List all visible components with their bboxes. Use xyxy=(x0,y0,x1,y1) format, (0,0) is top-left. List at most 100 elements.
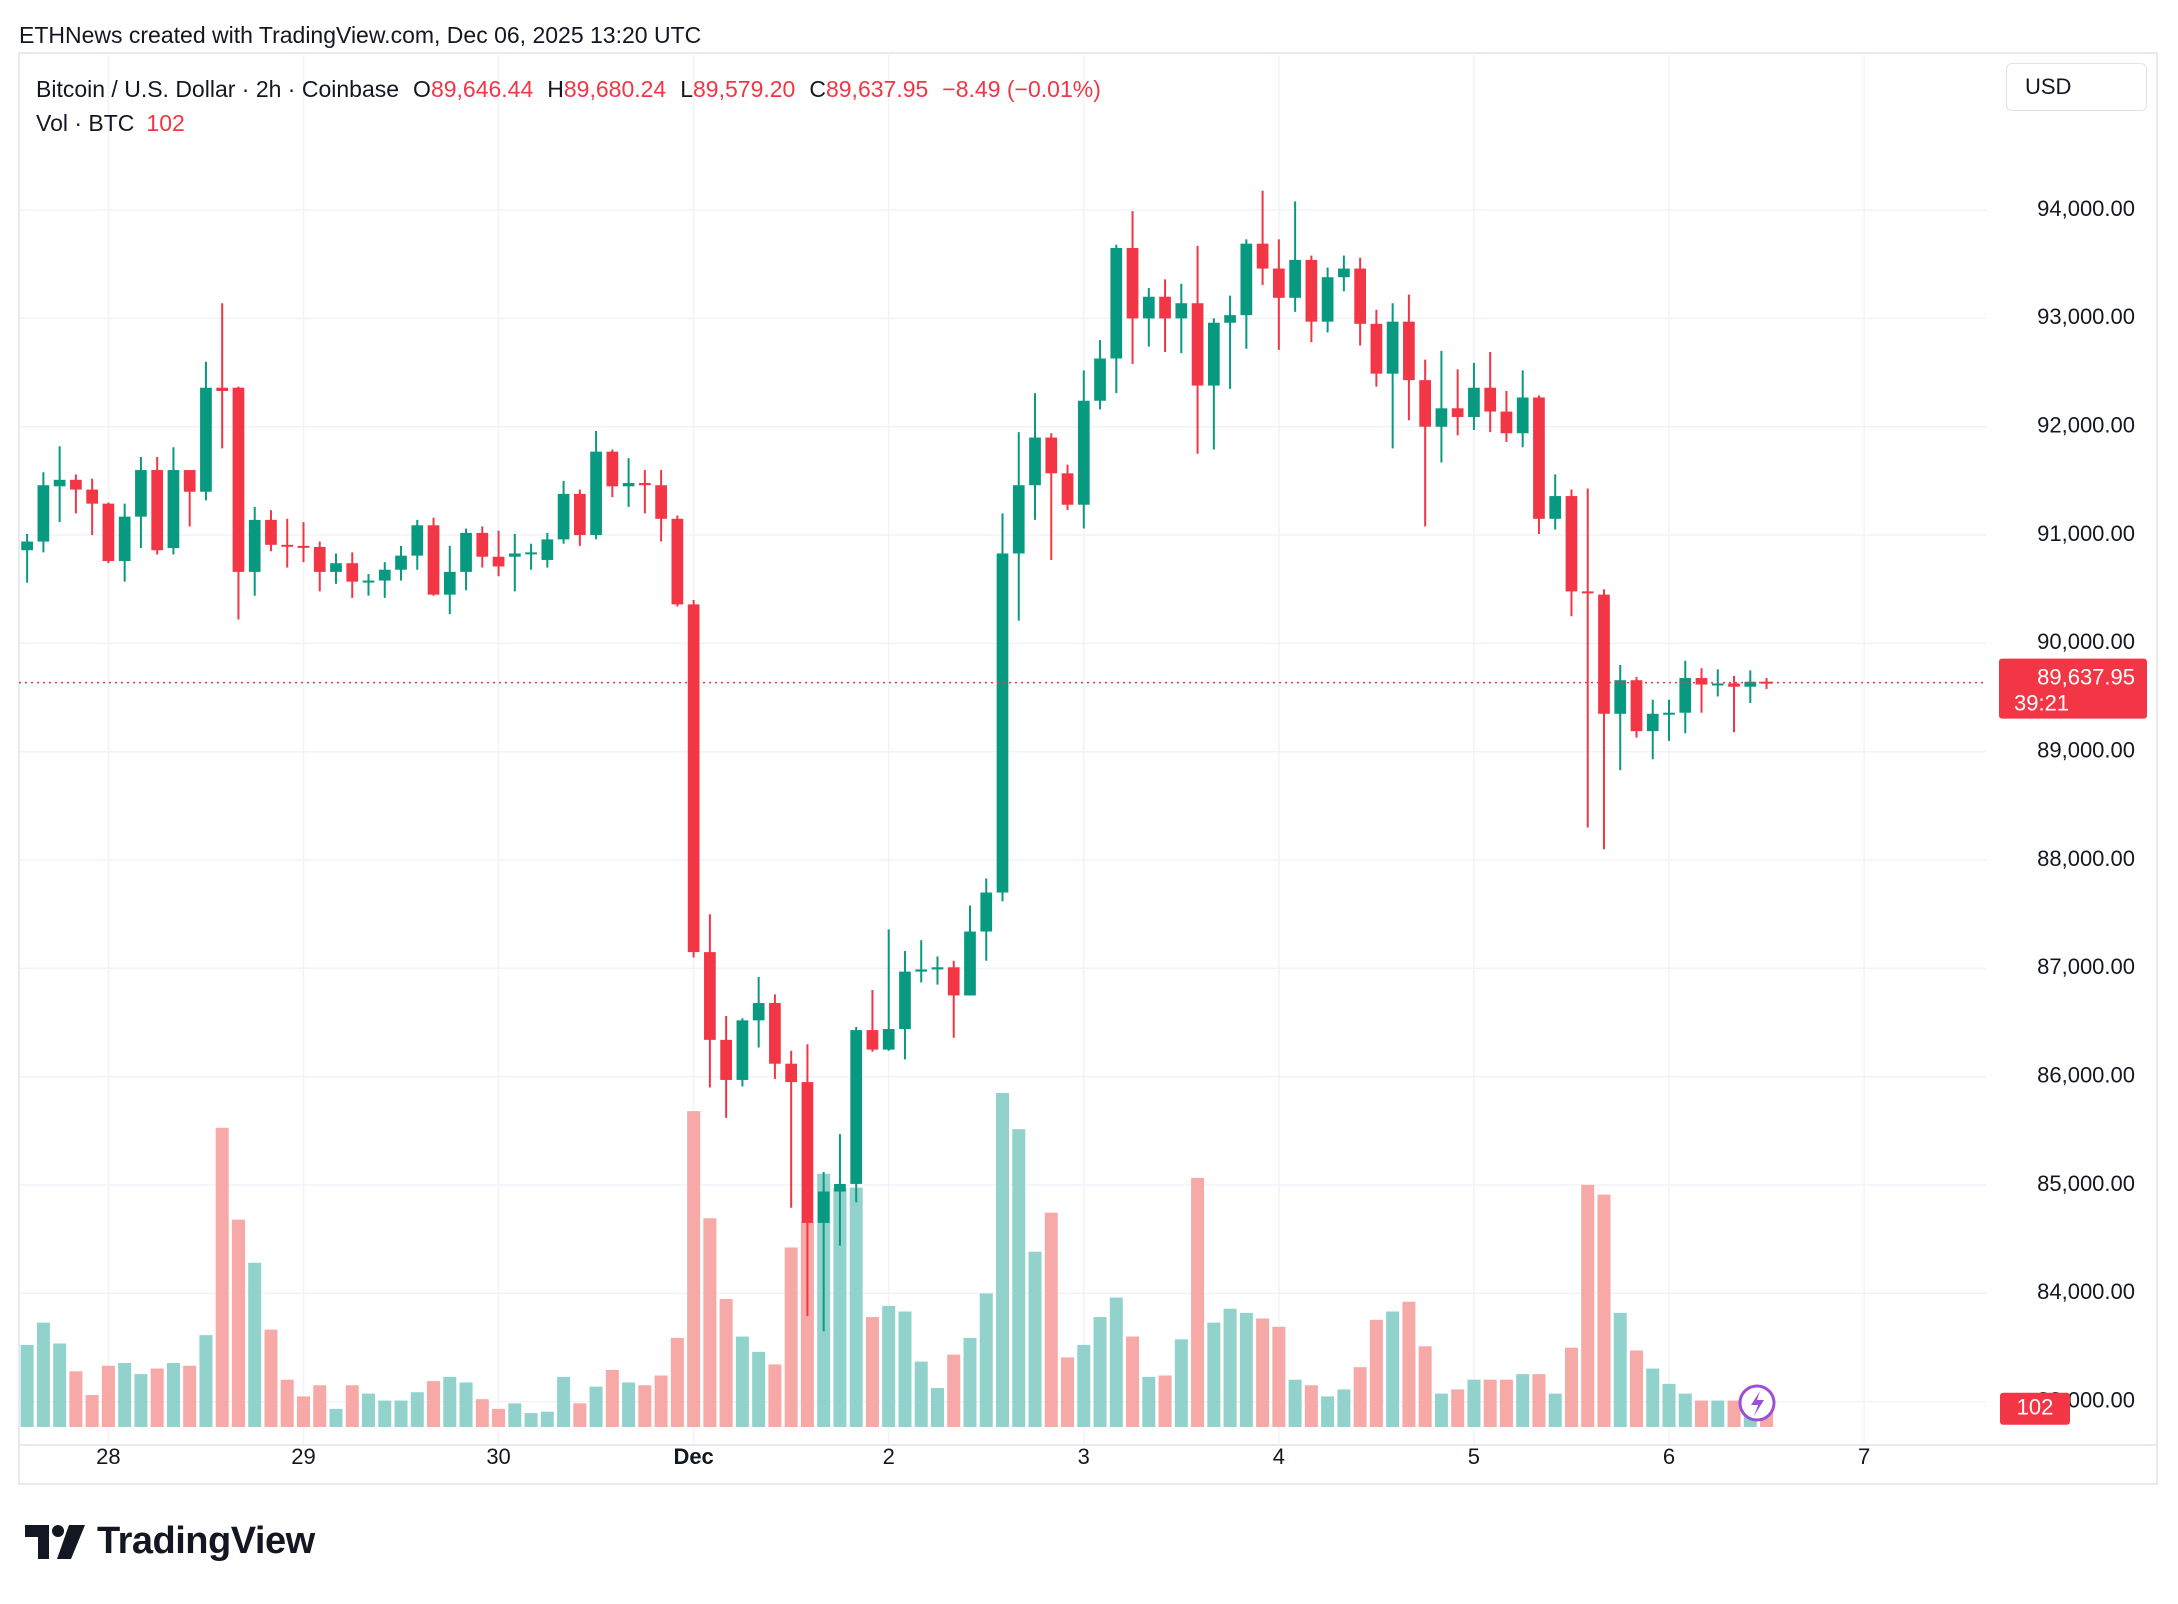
volume-bar xyxy=(20,1344,34,1427)
candle-body xyxy=(330,563,342,572)
candle-body xyxy=(1451,408,1464,417)
candle-body xyxy=(427,525,440,595)
candle-body xyxy=(362,580,375,583)
candle-body xyxy=(1207,322,1220,386)
candle-body xyxy=(1549,496,1562,519)
candle-body xyxy=(606,451,619,487)
volume-bar xyxy=(1402,1301,1416,1427)
volume-bar xyxy=(1012,1129,1026,1427)
x-tick-label: 6 xyxy=(1663,1444,1675,1469)
overlay-layer: 83,000.0084,000.0085,000.0086,000.0087,0… xyxy=(19,196,2147,1469)
y-tick-label: 89,000.00 xyxy=(2037,738,2135,763)
volume-bar xyxy=(1239,1312,1253,1427)
volume-bar xyxy=(183,1365,197,1427)
candle-body xyxy=(1175,303,1188,319)
x-tick-label: 5 xyxy=(1468,1444,1480,1469)
candle-body xyxy=(1029,437,1041,486)
volume-bar xyxy=(1581,1184,1595,1427)
volume-bar xyxy=(1532,1374,1546,1427)
x-tick-label: 7 xyxy=(1858,1444,1870,1469)
candle-body xyxy=(720,1039,732,1080)
candle-body xyxy=(801,1082,814,1223)
volume-bar xyxy=(849,1187,863,1427)
volume-bar xyxy=(1061,1357,1075,1427)
candle-body xyxy=(1484,387,1497,412)
candle-body xyxy=(1012,485,1025,554)
candle-body xyxy=(1598,594,1610,714)
ohlc-value: 89,579.20 xyxy=(693,76,796,102)
x-tick-label: 30 xyxy=(486,1444,510,1469)
candle-body xyxy=(167,470,180,549)
volume-bar xyxy=(1109,1297,1123,1427)
candle-body xyxy=(313,546,326,572)
volume-bar xyxy=(1223,1308,1237,1427)
volume-bar xyxy=(752,1351,766,1427)
candle-body xyxy=(216,387,229,391)
volume-bar xyxy=(280,1379,294,1427)
volume-legend-value: 102 xyxy=(146,110,185,136)
volume-bar xyxy=(475,1399,489,1427)
ohlc-key: L xyxy=(680,76,694,102)
currency-button[interactable]: USD xyxy=(2006,63,2147,111)
volume-bar xyxy=(1028,1251,1042,1427)
y-tick-label: 85,000.00 xyxy=(2037,1171,2135,1196)
candle-body xyxy=(1435,408,1448,427)
candle-body xyxy=(1126,247,1139,319)
candle-body xyxy=(378,569,391,581)
volume-bar xyxy=(394,1400,408,1427)
candle-body xyxy=(687,604,700,953)
volume-last-label: 102 xyxy=(2017,1395,2054,1420)
watermark-row: ETHNews created with TradingView.com, De… xyxy=(19,22,701,49)
volume-bar xyxy=(166,1362,180,1427)
volume-bar xyxy=(1158,1375,1172,1427)
volume-bar xyxy=(1613,1312,1627,1427)
candle-body xyxy=(1630,680,1643,732)
volume-bar xyxy=(1597,1194,1611,1427)
volume-bar xyxy=(1548,1393,1562,1427)
candle-layer xyxy=(21,190,1773,1332)
volume-bar xyxy=(1386,1311,1400,1427)
volume-bar xyxy=(589,1386,603,1427)
candle-body xyxy=(1695,678,1708,685)
x-tick-label: 28 xyxy=(96,1444,120,1469)
volume-bar xyxy=(882,1305,896,1427)
volume-bar xyxy=(963,1337,977,1427)
volume-bar xyxy=(427,1381,441,1427)
candle-body xyxy=(1224,315,1236,323)
volume-bar xyxy=(638,1385,652,1427)
candle-body xyxy=(1419,380,1432,427)
candle-body xyxy=(460,532,472,572)
volume-bar xyxy=(1044,1212,1058,1427)
bolt-glyph xyxy=(1751,1391,1764,1416)
candle-body xyxy=(622,483,635,487)
volume-bar xyxy=(1467,1379,1481,1427)
volume-bar xyxy=(800,1222,814,1427)
candle-body xyxy=(508,553,521,557)
volume-bar xyxy=(1077,1344,1091,1427)
volume-bar xyxy=(557,1376,571,1427)
candle-body xyxy=(1273,268,1285,298)
candle-body xyxy=(395,555,407,570)
y-tick-label: 84,000.00 xyxy=(2037,1279,2135,1304)
candle-body xyxy=(1500,411,1513,434)
volume-bar xyxy=(622,1382,636,1427)
volume-bar xyxy=(85,1394,99,1427)
volume-bar xyxy=(833,1187,847,1427)
volume-bar xyxy=(947,1354,961,1427)
brand-mark xyxy=(25,1524,85,1559)
volume-bar xyxy=(134,1374,148,1427)
candle-body xyxy=(1468,387,1480,417)
volume-bar xyxy=(53,1343,67,1427)
volume-bar xyxy=(1353,1367,1367,1427)
candle-body xyxy=(476,532,489,557)
volume-bar xyxy=(362,1393,376,1427)
volume-bar xyxy=(1304,1385,1318,1427)
y-tick-label: 86,000.00 xyxy=(2037,1063,2135,1088)
volume-bar xyxy=(1369,1319,1383,1427)
volume-bar xyxy=(865,1317,879,1427)
candle-body xyxy=(704,952,716,1040)
volume-bar xyxy=(248,1262,262,1427)
candle-body xyxy=(281,544,294,547)
volume-bar xyxy=(101,1365,115,1427)
volume-bar xyxy=(36,1322,50,1427)
